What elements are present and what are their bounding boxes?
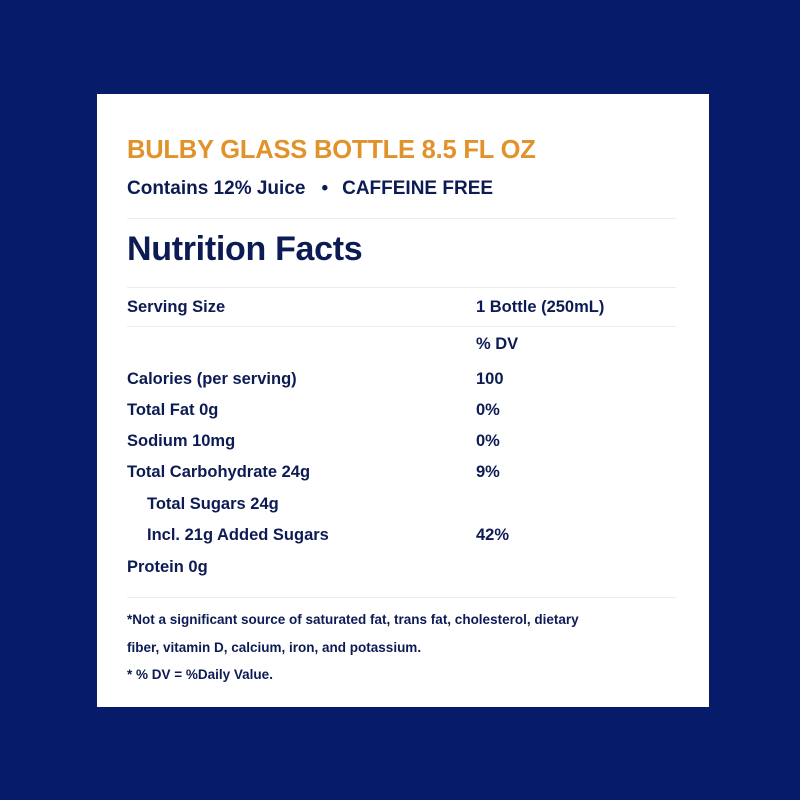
nutrient-label: Sodium 10mg xyxy=(127,432,236,450)
footnote-dv-definition: * % DV = %Daily Value. xyxy=(127,667,273,682)
juice-content: Contains 12% Juice xyxy=(127,178,306,199)
serving-size-row: Serving Size 1 Bottle (250mL) xyxy=(127,298,676,322)
nutrient-label: Protein 0g xyxy=(127,558,208,576)
caffeine-label: CAFFEINE FREE xyxy=(342,178,494,199)
nutrient-label: Total Carbohydrate 24g xyxy=(127,463,311,481)
nutrient-row-sodium: Sodium 10mg 0% xyxy=(127,432,676,456)
divider-heading xyxy=(127,287,676,288)
serving-size-label: Serving Size xyxy=(127,298,226,316)
nutrition-facts-heading: Nutrition Facts xyxy=(127,230,363,268)
nutrient-row-total-sugars: Total Sugars 24g xyxy=(127,495,676,519)
bullet-separator: • xyxy=(321,178,329,199)
nutrition-card: BULBY GLASS BOTTLE 8.5 FL OZ Contains 12… xyxy=(97,94,709,707)
nutrient-label: Total Sugars 24g xyxy=(147,495,279,513)
divider-serving xyxy=(127,326,676,327)
nutrient-label: Total Fat 0g xyxy=(127,401,219,419)
nutrient-row-total-carbohydrate: Total Carbohydrate 24g 9% xyxy=(127,463,676,487)
nutrient-value: 100 xyxy=(476,370,504,388)
footnote-line-1: *Not a significant source of saturated f… xyxy=(127,612,579,627)
product-title: BULBY GLASS BOTTLE 8.5 FL OZ xyxy=(127,136,536,164)
nutrient-label: Calories (per serving) xyxy=(127,370,297,388)
divider-top xyxy=(127,218,676,219)
nutrient-value: 0% xyxy=(476,432,500,450)
product-subtitle: Contains 12% Juice • CAFFEINE FREE xyxy=(127,178,493,200)
nutrient-label: Incl. 21g Added Sugars xyxy=(147,526,329,544)
nutrient-value: 42% xyxy=(476,526,510,544)
dv-header: % DV xyxy=(476,335,519,353)
nutrient-value: 9% xyxy=(476,463,500,481)
serving-size-value: 1 Bottle (250mL) xyxy=(476,298,605,316)
dv-header-row: % DV xyxy=(127,335,676,359)
footnote-line-2: fiber, vitamin D, calcium, iron, and pot… xyxy=(127,640,422,655)
nutrient-row-added-sugars: Incl. 21g Added Sugars 42% xyxy=(127,526,676,550)
nutrient-row-total-fat: Total Fat 0g 0% xyxy=(127,401,676,425)
nutrient-value: 0% xyxy=(476,401,500,419)
nutrient-row-calories: Calories (per serving) 100 xyxy=(127,370,676,394)
nutrient-row-protein: Protein 0g xyxy=(127,558,676,582)
divider-footnotes xyxy=(127,597,676,598)
